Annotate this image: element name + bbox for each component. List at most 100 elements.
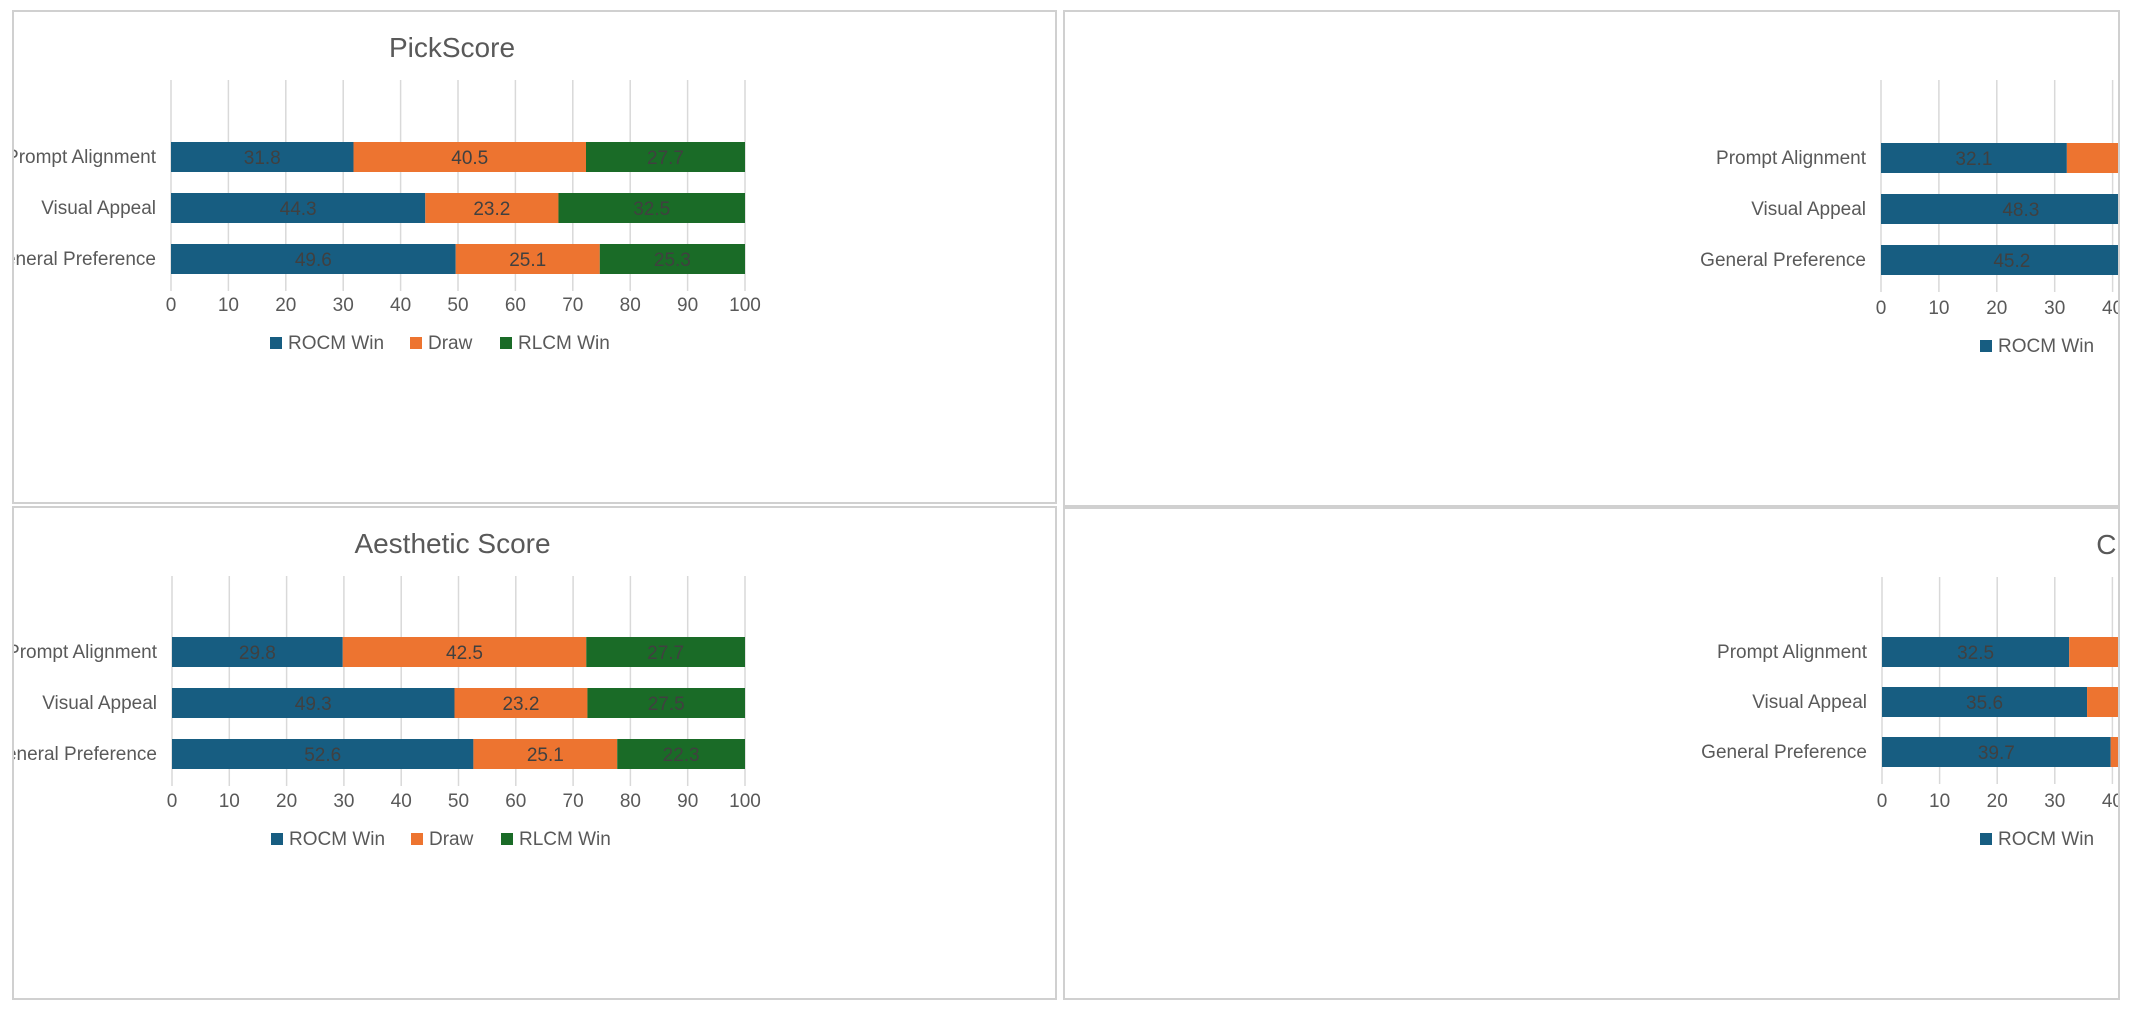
bar-clipscore-visual-appeal-rocm-win — [1882, 687, 2088, 717]
category-label-pickscore-visual-appeal: Visual Appeal — [41, 198, 156, 219]
tick-label-clipscore-30: 30 — [2044, 791, 2065, 812]
data-label-hps-prompt-alignment-rocm-win: 32.1 — [1955, 149, 1992, 170]
bar-aesthetic-score-general-preference-rlcm-win — [617, 739, 745, 769]
category-label-aesthetic-score-visual-appeal: Visual Appeal — [42, 693, 157, 714]
tick-label-aesthetic-score-80: 80 — [620, 791, 641, 812]
tick-label-clipscore-20: 20 — [1987, 791, 2008, 812]
bar-pickscore-prompt-alignment-rocm-win — [171, 142, 354, 172]
tick-label-aesthetic-score-0: 0 — [167, 791, 178, 812]
data-label-aesthetic-score-general-preference-draw: 25.1 — [527, 745, 564, 766]
legend-swatch-clipscore-rocm-win — [1980, 833, 1992, 845]
tick-label-clipscore-10: 10 — [1929, 791, 1950, 812]
tick-label-pickscore-0: 0 — [166, 295, 177, 316]
tick-label-aesthetic-score-20: 20 — [276, 791, 297, 812]
tick-label-pickscore-90: 90 — [677, 295, 698, 316]
bar-pickscore-general-preference-rlcm-win — [599, 244, 745, 274]
legend-label-pickscore-draw: Draw — [428, 333, 473, 354]
category-label-aesthetic-score-general-preference: General Preference — [14, 744, 157, 765]
data-label-pickscore-prompt-alignment-rlcm-win: 27.7 — [647, 148, 684, 169]
bar-aesthetic-score-general-preference-draw — [473, 739, 618, 769]
chart-title-pickscore: PickScore — [389, 32, 515, 63]
chart-panel-aesthetic-score: Aesthetic Score Prompt Alignment Visual Ap… — [12, 506, 1057, 1000]
bar-clipscore-prompt-alignment-draw — [2069, 637, 2118, 667]
bar-hps-general-preference-rocm-win — [1881, 245, 2118, 275]
data-label-aesthetic-score-general-preference-rocm-win: 52.6 — [304, 745, 341, 766]
bar-pickscore-general-preference-draw — [455, 244, 600, 274]
chart-title-aesthetic-score: Aesthetic Score — [354, 528, 550, 559]
tick-label-pickscore-100: 100 — [729, 295, 761, 316]
tick-label-aesthetic-score-40: 40 — [391, 791, 412, 812]
legend-swatch-pickscore-draw — [410, 337, 422, 349]
legend-swatch-aesthetic-score-rocm-win — [271, 833, 283, 845]
bar-hps-prompt-alignment-draw — [2066, 143, 2118, 173]
category-label-hps-prompt-alignment: Prompt Alignment — [1716, 148, 1867, 169]
tick-label-hps-30: 30 — [2044, 298, 2065, 319]
category-label-aesthetic-score-prompt-alignment: Prompt Alignment — [14, 642, 158, 663]
bar-aesthetic-score-prompt-alignment-rlcm-win — [586, 637, 745, 667]
data-label-aesthetic-score-visual-appeal-rlcm-win: 27.5 — [648, 694, 685, 715]
bar-pickscore-prompt-alignment-draw — [353, 142, 587, 172]
chart-panel-pickscore: PickScore Prompt Alignment Visual Appeal Ge… — [12, 10, 1057, 504]
bar-pickscore-prompt-alignment-rlcm-win — [586, 142, 745, 172]
category-label-pickscore-general-preference: General Preference — [14, 249, 156, 270]
chart-panel-clipscore: CLIPScore Prompt Alignment Visual Appeal Ge… — [1063, 507, 2120, 1000]
legend-swatch-aesthetic-score-rlcm-win — [501, 833, 513, 845]
tick-label-hps-20: 20 — [1986, 298, 2007, 319]
data-label-pickscore-general-preference-rocm-win: 49.6 — [295, 250, 332, 271]
tick-label-aesthetic-score-50: 50 — [448, 791, 469, 812]
bar-pickscore-general-preference-rocm-win — [171, 244, 456, 274]
bar-pickscore-visual-appeal-draw — [425, 193, 559, 223]
tick-label-hps-10: 10 — [1928, 298, 1949, 319]
legend-label-pickscore-rocm-win: ROCM Win — [288, 333, 384, 354]
data-label-hps-general-preference-rocm-win: 45.2 — [1993, 251, 2030, 272]
tick-label-pickscore-50: 50 — [447, 295, 468, 316]
tick-label-pickscore-20: 20 — [275, 295, 296, 316]
tick-label-pickscore-40: 40 — [390, 295, 411, 316]
tick-label-pickscore-10: 10 — [218, 295, 239, 316]
legend-swatch-pickscore-rocm-win — [270, 337, 282, 349]
tick-label-aesthetic-score-70: 70 — [563, 791, 584, 812]
bar-aesthetic-score-prompt-alignment-draw — [342, 637, 587, 667]
tick-label-aesthetic-score-30: 30 — [333, 791, 354, 812]
category-label-pickscore-prompt-alignment: Prompt Alignment — [14, 147, 157, 168]
data-label-aesthetic-score-visual-appeal-rocm-win: 49.3 — [295, 694, 332, 715]
data-label-pickscore-prompt-alignment-rocm-win: 31.8 — [244, 148, 281, 169]
data-label-aesthetic-score-prompt-alignment-rocm-win: 29.8 — [239, 643, 276, 664]
chart-clipscore: CLIPScore Prompt Alignment Visual Appeal Ge… — [1701, 529, 2118, 850]
data-label-clipscore-prompt-alignment-rocm-win: 32.5 — [1957, 643, 1994, 664]
tick-label-pickscore-80: 80 — [620, 295, 641, 316]
bar-aesthetic-score-visual-appeal-draw — [454, 688, 588, 718]
tick-label-clipscore-0: 0 — [1877, 791, 1888, 812]
data-label-pickscore-visual-appeal-rocm-win: 44.3 — [280, 199, 317, 220]
category-label-clipscore-prompt-alignment: Prompt Alignment — [1717, 642, 1868, 663]
legend-label-aesthetic-score-draw: Draw — [429, 829, 474, 850]
tick-label-pickscore-60: 60 — [505, 295, 526, 316]
data-label-hps-visual-appeal-rocm-win: 48.3 — [2002, 200, 2039, 221]
bar-pickscore-visual-appeal-rocm-win — [171, 193, 426, 223]
tick-label-aesthetic-score-10: 10 — [219, 791, 240, 812]
tick-label-hps-40: 40 — [2102, 298, 2118, 319]
bar-clipscore-visual-appeal-draw — [2087, 687, 2118, 717]
data-label-pickscore-general-preference-draw: 25.1 — [509, 250, 546, 271]
data-label-pickscore-visual-appeal-rlcm-win: 32.5 — [633, 199, 670, 220]
bar-clipscore-general-preference-rocm-win — [1882, 737, 2111, 767]
tick-label-aesthetic-score-90: 90 — [677, 791, 698, 812]
data-label-clipscore-visual-appeal-rocm-win: 35.6 — [1966, 693, 2003, 714]
legend-swatch-pickscore-rlcm-win — [500, 337, 512, 349]
bar-hps-visual-appeal-rocm-win — [1881, 194, 2118, 224]
legend-swatch-hps-rocm-win — [1980, 340, 1992, 352]
tick-label-hps-0: 0 — [1876, 298, 1887, 319]
legend-label-clipscore-rocm-win: ROCM Win — [1998, 829, 2094, 850]
bar-aesthetic-score-visual-appeal-rocm-win — [172, 688, 455, 718]
legend-label-hps-rocm-win: ROCM Win — [1998, 336, 2094, 357]
data-label-pickscore-general-preference-rlcm-win: 25.3 — [654, 250, 691, 271]
legend-label-aesthetic-score-rocm-win: ROCM Win — [289, 829, 385, 850]
category-label-clipscore-visual-appeal: Visual Appeal — [1752, 692, 1867, 713]
data-label-aesthetic-score-prompt-alignment-rlcm-win: 27.7 — [647, 643, 684, 664]
data-label-aesthetic-score-prompt-alignment-draw: 42.5 — [446, 643, 483, 664]
legend-label-aesthetic-score-rlcm-win: RLCM Win — [519, 829, 611, 850]
bar-hps-prompt-alignment-rocm-win — [1881, 143, 2067, 173]
chart-title-clipscore: CLIPScore — [2096, 529, 2118, 560]
